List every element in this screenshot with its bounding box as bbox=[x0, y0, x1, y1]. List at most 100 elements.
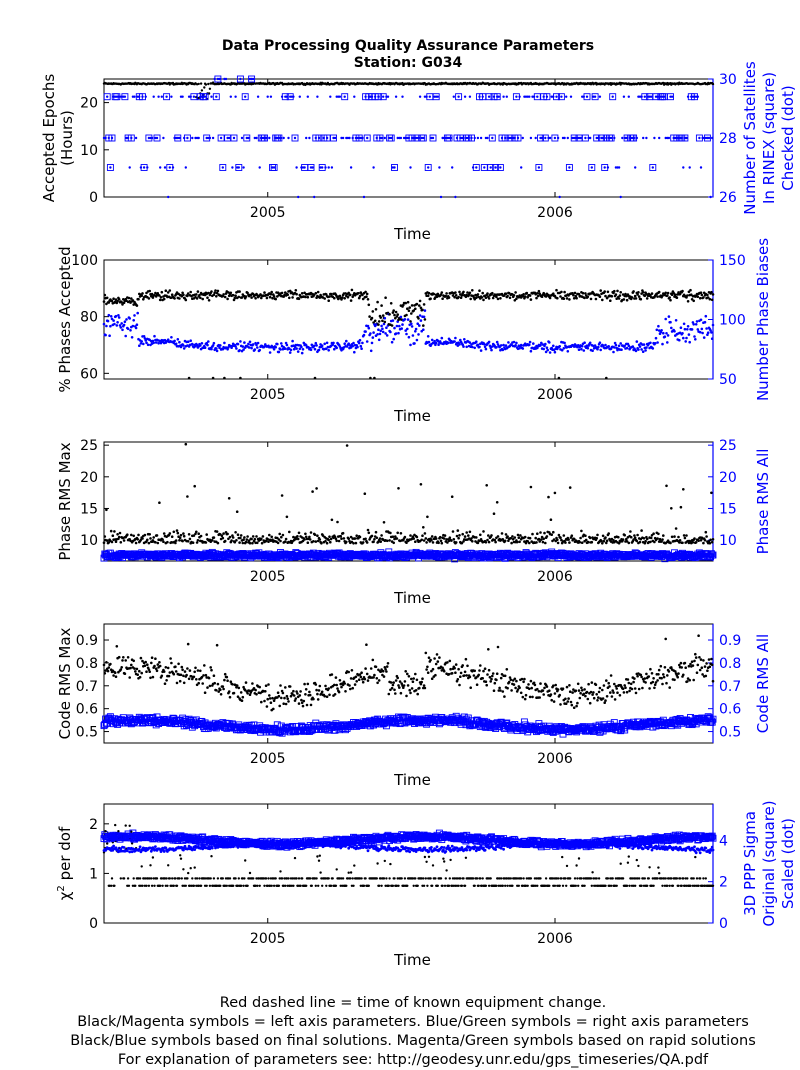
data-point bbox=[632, 290, 635, 293]
data-point bbox=[132, 535, 135, 538]
y-right-tick-label: 0.6 bbox=[719, 702, 741, 718]
data-point bbox=[230, 539, 233, 542]
data-point bbox=[378, 339, 381, 342]
data-point bbox=[422, 526, 425, 529]
data-point bbox=[109, 166, 111, 168]
data-point bbox=[631, 296, 634, 299]
data-point bbox=[310, 349, 313, 352]
data-point bbox=[618, 297, 621, 300]
data-point bbox=[212, 377, 215, 380]
data-point bbox=[308, 691, 311, 694]
data-point bbox=[679, 539, 682, 542]
data-point bbox=[509, 297, 512, 300]
data-point bbox=[686, 294, 689, 297]
data-point bbox=[305, 688, 308, 691]
data-point bbox=[309, 538, 312, 541]
data-point bbox=[210, 348, 213, 351]
data-point bbox=[163, 298, 166, 301]
data-point bbox=[606, 539, 609, 542]
data-point bbox=[165, 666, 168, 669]
data-point bbox=[318, 349, 321, 352]
data-point bbox=[522, 137, 524, 139]
data-point bbox=[280, 697, 283, 700]
data-point bbox=[579, 137, 581, 139]
data-point bbox=[696, 320, 699, 323]
data-point bbox=[432, 541, 435, 544]
data-point bbox=[245, 541, 248, 544]
data-point bbox=[315, 683, 318, 686]
data-point bbox=[501, 532, 504, 535]
data-point bbox=[205, 83, 207, 85]
data-point bbox=[170, 662, 173, 665]
data-point bbox=[622, 538, 625, 541]
data-point bbox=[669, 542, 672, 545]
data-point bbox=[380, 534, 383, 537]
data-point bbox=[251, 682, 254, 685]
data-point bbox=[342, 532, 345, 535]
data-point bbox=[133, 96, 135, 98]
data-point bbox=[367, 529, 370, 532]
data-point bbox=[488, 541, 491, 544]
data-point bbox=[250, 538, 253, 541]
data-point bbox=[269, 697, 272, 700]
data-point bbox=[400, 316, 403, 319]
data-point bbox=[665, 485, 668, 488]
data-point bbox=[563, 137, 565, 139]
data-point bbox=[666, 341, 669, 344]
y-right-label: Code RMS All bbox=[754, 634, 772, 733]
data-point bbox=[352, 542, 355, 545]
y-left-tick-label: 0.5 bbox=[76, 725, 98, 741]
data-point bbox=[632, 137, 634, 139]
data-point bbox=[400, 137, 402, 139]
data-point bbox=[263, 700, 266, 703]
data-point bbox=[250, 296, 253, 299]
data-point bbox=[558, 377, 561, 380]
data-point bbox=[336, 521, 339, 524]
data-point bbox=[372, 541, 375, 544]
data-point bbox=[499, 297, 502, 300]
data-point bbox=[187, 643, 190, 646]
data-point bbox=[490, 166, 492, 168]
data-point bbox=[124, 672, 127, 675]
data-point bbox=[228, 497, 231, 500]
data-point bbox=[372, 336, 375, 339]
data-point bbox=[187, 540, 190, 543]
data-point bbox=[208, 299, 211, 302]
y-right-label: In RINEX (square) bbox=[760, 72, 778, 204]
data-point bbox=[667, 334, 670, 337]
data-point bbox=[389, 532, 392, 535]
data-point bbox=[538, 538, 541, 541]
data-point bbox=[660, 329, 663, 332]
data-point bbox=[300, 346, 303, 349]
data-point bbox=[170, 96, 172, 98]
data-point bbox=[173, 297, 176, 300]
data-point bbox=[410, 312, 413, 315]
data-point bbox=[135, 542, 138, 545]
data-point bbox=[515, 96, 517, 98]
data-point bbox=[595, 537, 598, 540]
y-right-tick-label: 0.7 bbox=[719, 679, 741, 695]
data-point bbox=[427, 166, 429, 168]
data-point bbox=[706, 294, 709, 297]
data-point bbox=[502, 344, 505, 347]
data-point bbox=[273, 295, 276, 298]
data-point bbox=[263, 291, 266, 294]
data-point bbox=[555, 96, 557, 98]
data-point bbox=[285, 703, 288, 706]
data-point bbox=[249, 341, 252, 344]
data-point bbox=[200, 82, 202, 84]
data-point bbox=[462, 345, 465, 348]
data-point bbox=[255, 137, 257, 139]
data-point bbox=[465, 346, 468, 349]
data-point bbox=[257, 342, 260, 345]
data-point bbox=[350, 299, 353, 302]
data-point bbox=[175, 539, 178, 542]
y-right-tick-label: 0.9 bbox=[719, 633, 741, 649]
data-point bbox=[127, 656, 130, 659]
data-point bbox=[487, 534, 490, 537]
data-point bbox=[420, 539, 423, 542]
data-point bbox=[123, 539, 126, 542]
data-point bbox=[530, 298, 533, 301]
data-point bbox=[427, 335, 430, 338]
